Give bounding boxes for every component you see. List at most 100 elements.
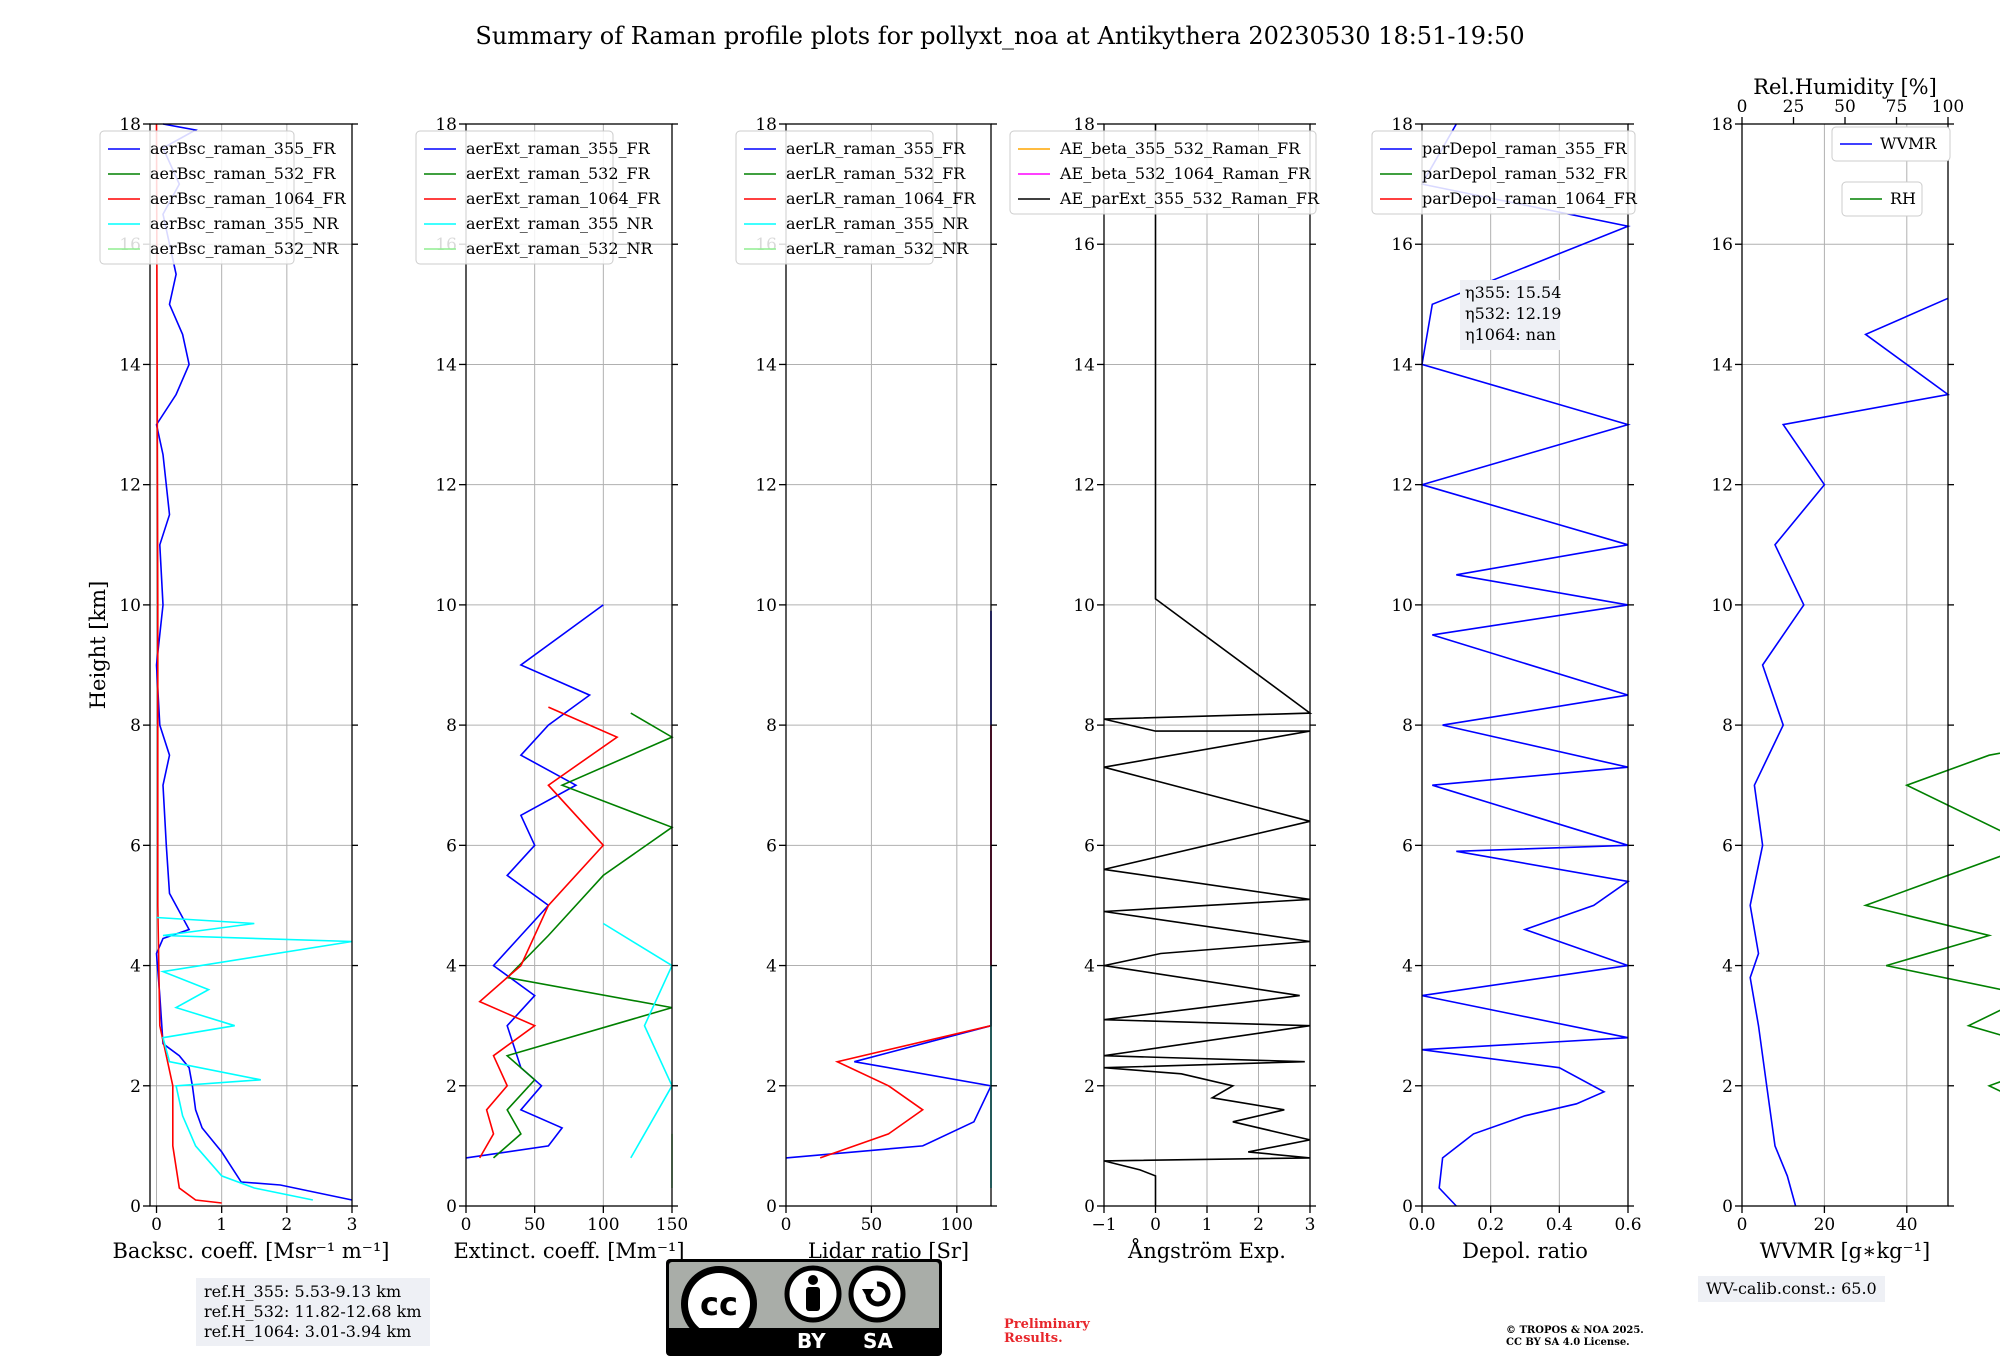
x-tick-label: 2 xyxy=(1253,1215,1264,1235)
y-tick-label: 12 xyxy=(1711,476,1733,496)
legend-RH: RH xyxy=(1841,181,1923,217)
series-aerExt_raman_1064_FR xyxy=(478,706,619,1159)
x-axis-label: Extinct. coeff. [Mm⁻¹] xyxy=(453,1239,684,1263)
y-tick-label: 18 xyxy=(1391,115,1413,135)
copyright-note: © TROPOS & NOA 2025. CC BY SA 4.0 Licens… xyxy=(1506,1325,1644,1349)
legend-entry: aerBsc_raman_532_NR xyxy=(150,239,339,258)
svg-text:cc: cc xyxy=(700,1285,738,1323)
y-tick-label: 18 xyxy=(1711,115,1733,135)
y-tick-label: 8 xyxy=(1402,716,1413,736)
legend-entry: AE_parExt_355_532_Raman_FR xyxy=(1059,189,1320,208)
x-tick-label: −1 xyxy=(1091,1215,1116,1235)
y-tick-label: 6 xyxy=(766,836,777,856)
y-tick-label: 4 xyxy=(1722,957,1733,977)
y-tick-label: 12 xyxy=(435,476,457,496)
profile-panels: 0123024681012141618Backsc. coeff. [Msr⁻¹… xyxy=(99,75,2000,1263)
legend-entry: aerLR_raman_532_FR xyxy=(786,164,966,183)
y-tick-label: 6 xyxy=(1402,836,1413,856)
x-tick-label: 3 xyxy=(1305,1215,1316,1235)
y-tick-label: 10 xyxy=(1073,596,1095,616)
eta-box xyxy=(1460,280,1560,350)
x-tick-label: 0 xyxy=(781,1215,792,1235)
y-tick-label: 18 xyxy=(435,115,457,135)
legend-entry: aerExt_raman_532_NR xyxy=(466,239,654,258)
x-tick-label: 0.6 xyxy=(1614,1215,1641,1235)
top-tick-label: 50 xyxy=(1834,97,1856,117)
y-tick-label: 18 xyxy=(755,115,777,135)
legend-entry: WVMR xyxy=(1880,134,1937,153)
y-tick-label: 4 xyxy=(446,957,457,977)
series-parDepol_raman_355_FR xyxy=(1419,123,1631,1207)
legend-WVMR: WVMR xyxy=(1831,126,1951,162)
y-tick-label: 14 xyxy=(1391,355,1413,375)
series-AE_parExt_355_532_Raman_FR xyxy=(1103,124,1313,1206)
legend: aerExt_raman_355_FR aerExt_raman_532_FRae… xyxy=(415,130,661,265)
legend-entry: aerLR_raman_532_NR xyxy=(786,239,969,258)
panel-2: 050100150024681012141618Extinct. coeff. … xyxy=(415,115,688,1263)
x-tick-label: 0.4 xyxy=(1546,1215,1573,1235)
legend-entry: aerExt_raman_532_FR xyxy=(466,164,651,183)
x-tick-label: 0 xyxy=(1150,1215,1161,1235)
y-tick-label: 2 xyxy=(1402,1077,1413,1097)
x-tick-label: 150 xyxy=(656,1215,688,1235)
y-tick-label: 10 xyxy=(755,596,777,616)
y-tick-label: 2 xyxy=(446,1077,457,1097)
y-tick-label: 14 xyxy=(1711,355,1733,375)
panel-6: 0 20 40 0 2 4 6 8 10 12 14 16 18 WVMR [g∗kg⁻¹] 0 25 50 75… xyxy=(1711,75,2000,1263)
series-aerBsc_raman_355_NR xyxy=(156,916,353,1201)
series-aerExt_raman_355_NR xyxy=(602,922,674,1159)
y-tick-label: 8 xyxy=(446,716,457,736)
preliminary-line-1: Preliminary xyxy=(1004,1317,1090,1332)
top-tick-label: 100 xyxy=(1932,97,1964,117)
eta-line: η1064: nan xyxy=(1465,325,1556,344)
panel-1: 0123024681012141618Backsc. coeff. [Msr⁻¹… xyxy=(99,115,389,1263)
y-tick-label: 12 xyxy=(1073,476,1095,496)
legend-entry: aerLR_raman_355_NR xyxy=(786,214,969,233)
copyright-line-1: © TROPOS & NOA 2025. xyxy=(1506,1325,1644,1336)
y-tick-label: 2 xyxy=(1722,1077,1733,1097)
y-tick-label: 0 xyxy=(1402,1197,1413,1217)
legend: aerLR_raman_355_FR aerLR_raman_532_FR aerL… xyxy=(735,130,976,265)
top-tick-label: 25 xyxy=(1783,97,1805,117)
legend-entry: aerBsc_raman_355_NR xyxy=(150,214,339,233)
preliminary-note: Preliminary Results. xyxy=(1004,1318,1090,1346)
y-tick-label: 6 xyxy=(1722,836,1733,856)
reference-height-box: ref.H_355: 5.53-9.13 km ref.H_532: 11.82… xyxy=(196,1278,430,1346)
y-tick-label: 4 xyxy=(130,957,141,977)
y-tick-label: 10 xyxy=(435,596,457,616)
x-tick-label: 1 xyxy=(1202,1215,1213,1235)
y-tick-label: 4 xyxy=(766,957,777,977)
series-aerLR_raman_1064_FR xyxy=(819,725,992,1159)
legend-entry: parDepol_raman_355_FR xyxy=(1422,139,1628,158)
y-tick-label: 2 xyxy=(766,1077,777,1097)
legend-entry: parDepol_raman_1064_FR xyxy=(1422,189,1638,208)
x-tick-label: 40 xyxy=(1896,1215,1918,1235)
top-axis-label: Rel.Humidity [%] xyxy=(1753,75,1937,99)
y-tick-label: 6 xyxy=(130,836,141,856)
x-tick-label: 50 xyxy=(524,1215,546,1235)
cc-badge-icons: cc xyxy=(669,1262,939,1342)
plot-frame xyxy=(785,123,992,1207)
y-tick-label: 8 xyxy=(1722,716,1733,736)
legend-entry: AE_beta_532_1064_Raman_FR xyxy=(1059,164,1311,183)
legend-entry: aerExt_raman_355_FR xyxy=(466,139,651,158)
legend-entry: aerBsc_raman_1064_FR xyxy=(150,189,347,208)
y-tick-label: 0 xyxy=(130,1197,141,1217)
y-tick-label: 14 xyxy=(755,355,777,375)
copyright-line-2: CC BY SA 4.0 License. xyxy=(1506,1337,1630,1348)
y-tick-label: 8 xyxy=(130,716,141,736)
legend: AE_beta_355_532_Raman_FR AE_beta_532_1064… xyxy=(1009,130,1320,215)
y-tick-label: 16 xyxy=(1391,235,1413,255)
legend-box xyxy=(1371,130,1636,215)
y-tick-label: 0 xyxy=(1084,1197,1095,1217)
legend-entry: aerBsc_raman_355_FR xyxy=(150,139,336,158)
y-tick-label: 10 xyxy=(119,596,141,616)
legend-entry: aerLR_raman_355_FR xyxy=(786,139,966,158)
x-axis-label: WVMR [g∗kg⁻¹] xyxy=(1760,1239,1931,1263)
y-tick-label: 14 xyxy=(119,355,141,375)
series-aerBsc_raman_355_FR xyxy=(155,123,353,1201)
x-tick-label: 100 xyxy=(587,1215,619,1235)
y-tick-label: 6 xyxy=(446,836,457,856)
